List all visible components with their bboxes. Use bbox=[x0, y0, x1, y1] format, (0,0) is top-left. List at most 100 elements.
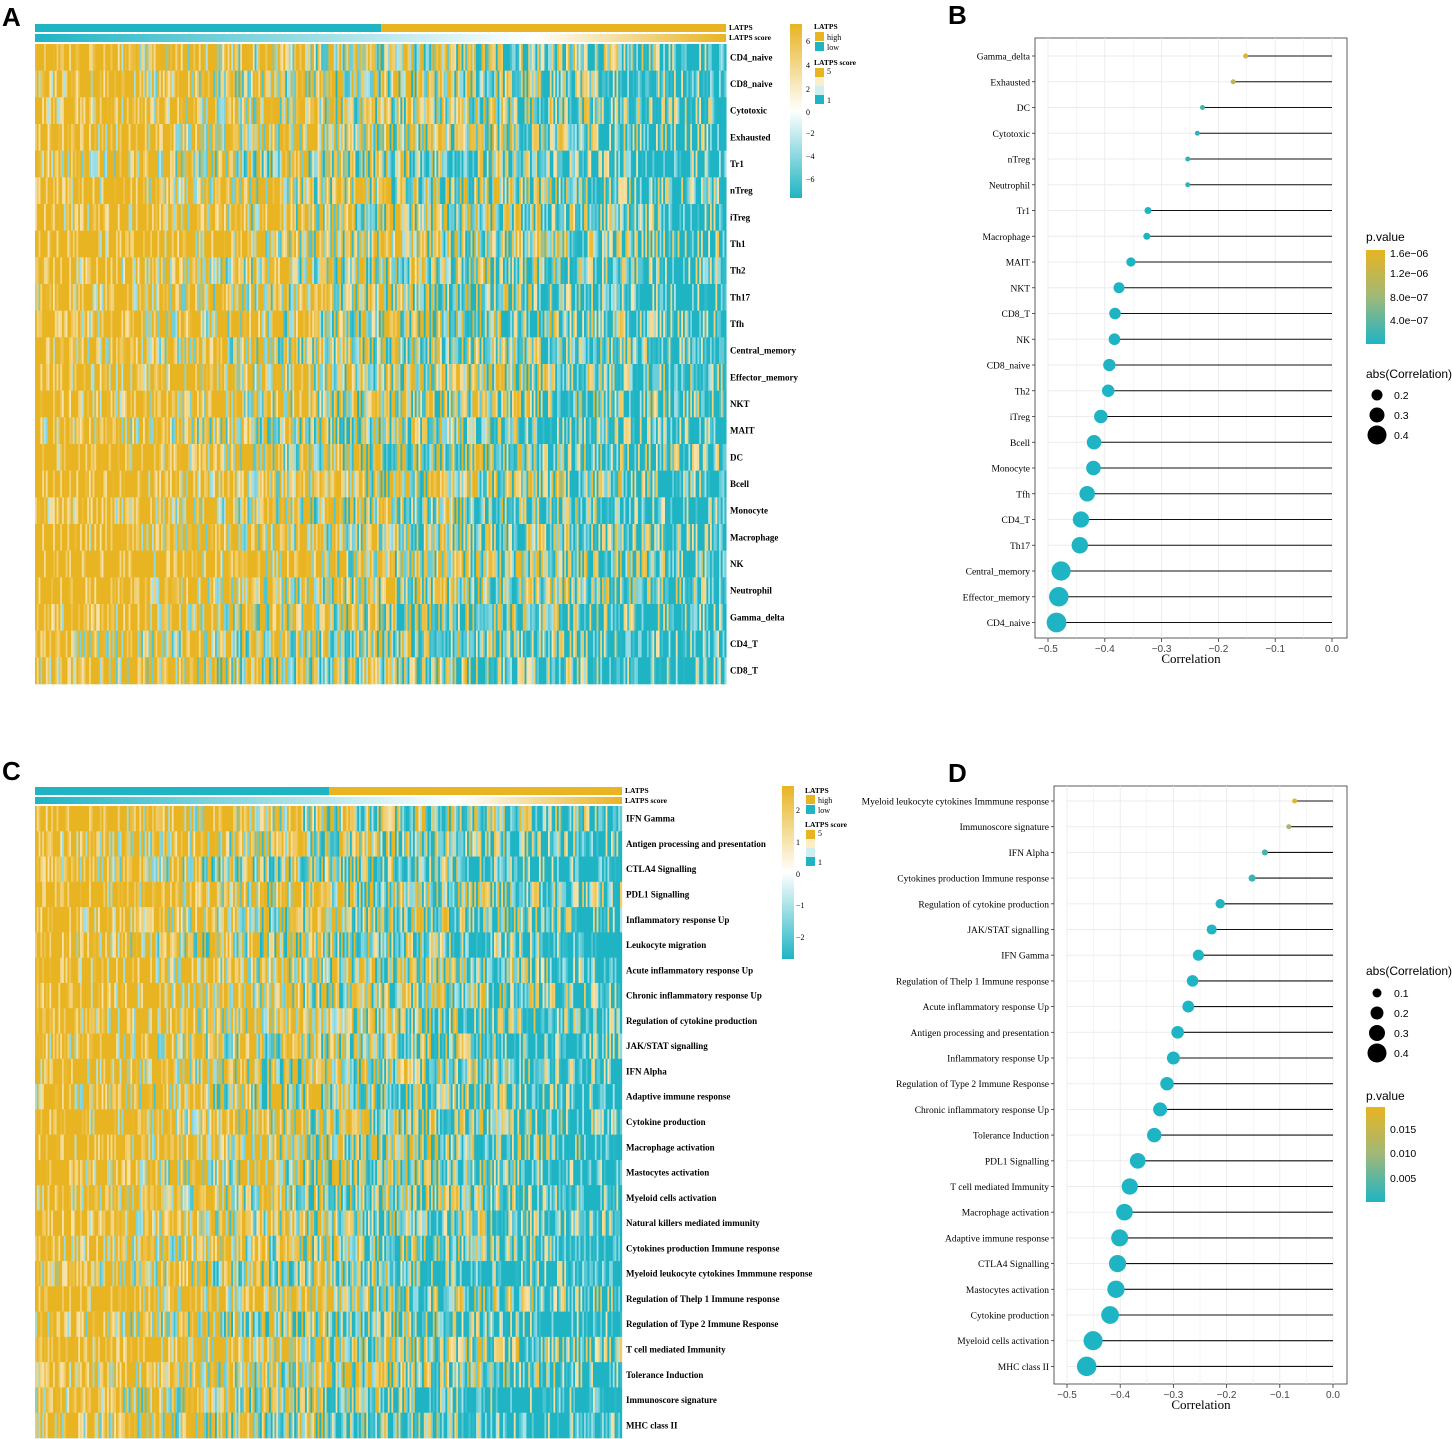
heatmap-cell bbox=[36, 124, 39, 151]
heatmap-cell bbox=[35, 150, 38, 178]
heatmap-cell bbox=[209, 204, 212, 231]
heatmap-cell bbox=[251, 124, 254, 151]
heatmap-cell bbox=[625, 177, 628, 205]
heatmap-cell bbox=[54, 150, 57, 178]
heatmap-cell bbox=[391, 150, 394, 178]
heatmap-cell bbox=[269, 177, 272, 205]
heatmap-cell bbox=[148, 44, 151, 71]
heatmap-cell bbox=[504, 124, 507, 151]
heatmap-cell bbox=[690, 124, 693, 151]
heatmap-cell bbox=[526, 44, 529, 71]
heatmap-cell bbox=[305, 177, 308, 205]
heatmap-cell bbox=[508, 124, 511, 151]
heatmap-cell bbox=[312, 150, 315, 178]
heatmap-cell bbox=[657, 204, 660, 231]
heatmap-cell bbox=[571, 177, 574, 205]
heatmap-cell bbox=[333, 124, 336, 151]
heatmap-cell bbox=[314, 124, 317, 151]
heatmap-cell bbox=[189, 70, 192, 98]
heatmap-cell bbox=[476, 177, 479, 205]
heatmap-cell bbox=[461, 150, 464, 178]
heatmap-cell bbox=[400, 44, 403, 71]
heatmap-cell bbox=[310, 44, 313, 71]
heatmap-cell bbox=[652, 44, 655, 71]
heatmap-cell bbox=[593, 150, 596, 178]
heatmap-cell bbox=[571, 70, 574, 98]
heatmap-cell bbox=[175, 177, 178, 205]
heatmap-cell bbox=[42, 177, 45, 205]
heatmap-cell bbox=[114, 177, 117, 205]
heatmap-cell bbox=[643, 204, 646, 231]
heatmap-cell bbox=[539, 177, 542, 205]
heatmap-cell bbox=[681, 204, 684, 231]
heatmap-cell bbox=[398, 204, 401, 231]
heatmap-cell bbox=[222, 124, 225, 151]
heatmap-cell bbox=[510, 150, 513, 178]
heatmap-cell bbox=[600, 150, 603, 178]
heatmap-cell bbox=[110, 204, 113, 231]
heatmap-cell bbox=[83, 204, 86, 231]
heatmap-cell bbox=[463, 230, 466, 258]
heatmap-cell bbox=[562, 44, 565, 71]
heatmap-cell bbox=[459, 97, 462, 125]
heatmap-cell bbox=[531, 150, 534, 178]
heatmap-cell bbox=[528, 177, 531, 205]
heatmap-cell bbox=[261, 204, 264, 231]
heatmap-cell bbox=[677, 97, 680, 125]
heatmap-cell bbox=[670, 150, 673, 178]
heatmap-cell bbox=[668, 70, 671, 98]
heatmap-cell bbox=[332, 204, 335, 231]
heatmap-cell bbox=[49, 204, 52, 231]
heatmap-cell bbox=[465, 124, 468, 151]
heatmap-cell bbox=[373, 150, 376, 178]
heatmap-cell bbox=[382, 230, 385, 258]
heatmap-cell bbox=[535, 124, 538, 151]
heatmap-cell bbox=[393, 150, 396, 178]
heatmap-cell bbox=[521, 97, 524, 125]
heatmap-cell bbox=[69, 230, 72, 258]
heatmap-cell bbox=[535, 150, 538, 178]
heatmap-cell bbox=[204, 70, 207, 98]
heatmap-cell bbox=[301, 150, 304, 178]
heatmap-cell bbox=[101, 124, 104, 151]
heatmap-cell bbox=[495, 230, 498, 258]
heatmap-cell bbox=[180, 44, 183, 71]
heatmap-cell bbox=[301, 204, 304, 231]
heatmap-cell bbox=[317, 177, 320, 205]
heatmap-cell bbox=[333, 204, 336, 231]
heatmap-cell bbox=[206, 230, 209, 258]
heatmap-cell bbox=[242, 230, 245, 258]
heatmap-cell bbox=[504, 70, 507, 98]
heatmap-cell bbox=[668, 204, 671, 231]
heatmap-cell bbox=[87, 70, 90, 98]
heatmap-cell bbox=[562, 124, 565, 151]
heatmap-cell bbox=[188, 177, 191, 205]
heatmap-cell bbox=[378, 97, 381, 125]
heatmap-cell bbox=[679, 44, 682, 71]
heatmap-cell bbox=[555, 124, 558, 151]
heatmap-cell bbox=[440, 70, 443, 98]
heatmap-cell bbox=[443, 97, 446, 125]
heatmap-cell bbox=[252, 97, 255, 125]
heatmap-cell bbox=[150, 150, 153, 178]
heatmap-cell bbox=[584, 124, 587, 151]
heatmap-cell bbox=[557, 124, 560, 151]
heatmap-cell bbox=[141, 230, 144, 258]
heatmap-cell bbox=[380, 124, 383, 151]
heatmap-cell bbox=[620, 150, 623, 178]
heatmap-cell bbox=[636, 177, 639, 205]
heatmap-cell bbox=[404, 150, 407, 178]
heatmap-cell bbox=[499, 230, 502, 258]
heatmap-cell bbox=[477, 177, 480, 205]
heatmap-cell bbox=[333, 97, 336, 125]
heatmap-cell bbox=[533, 230, 536, 258]
heatmap-cell bbox=[159, 97, 162, 125]
heatmap-cell bbox=[450, 97, 453, 125]
heatmap-cell bbox=[389, 204, 392, 231]
heatmap-cell bbox=[542, 150, 545, 178]
heatmap-cell bbox=[193, 150, 196, 178]
heatmap-cell bbox=[621, 150, 624, 178]
heatmap-cell bbox=[74, 230, 77, 258]
heatmap-cell bbox=[378, 150, 381, 178]
heatmap-cell bbox=[724, 97, 727, 125]
